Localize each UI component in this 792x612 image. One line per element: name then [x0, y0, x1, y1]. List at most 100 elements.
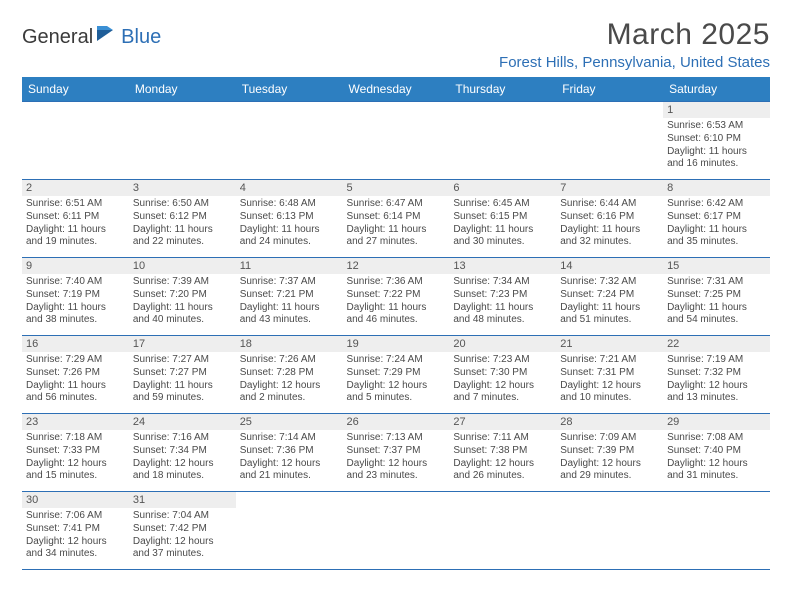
sunset-text: Sunset: 6:14 PM [347, 211, 446, 224]
flag-icon [97, 26, 119, 49]
daylight-text: Daylight: 12 hours and 7 minutes. [453, 380, 552, 406]
calendar-week-row: 23Sunrise: 7:18 AMSunset: 7:33 PMDayligh… [22, 414, 770, 492]
sunrise-text: Sunrise: 7:26 AM [240, 354, 339, 367]
sunrise-text: Sunrise: 7:39 AM [133, 276, 232, 289]
sunrise-text: Sunrise: 7:21 AM [560, 354, 659, 367]
daylight-text: Daylight: 11 hours and 38 minutes. [26, 302, 125, 328]
sunrise-text: Sunrise: 6:45 AM [453, 198, 552, 211]
day-number: 31 [129, 492, 236, 508]
day-number: 23 [22, 414, 129, 430]
calendar-day-cell [22, 102, 129, 180]
daylight-text: Daylight: 11 hours and 32 minutes. [560, 224, 659, 250]
daylight-text: Daylight: 12 hours and 26 minutes. [453, 458, 552, 484]
calendar-day-cell: 17Sunrise: 7:27 AMSunset: 7:27 PMDayligh… [129, 336, 236, 414]
day-number: 3 [129, 180, 236, 196]
sunrise-text: Sunrise: 7:13 AM [347, 432, 446, 445]
calendar-day-cell: 15Sunrise: 7:31 AMSunset: 7:25 PMDayligh… [663, 258, 770, 336]
sunrise-text: Sunrise: 7:04 AM [133, 510, 232, 523]
sunrise-text: Sunrise: 6:47 AM [347, 198, 446, 211]
calendar-day-cell: 3Sunrise: 6:50 AMSunset: 6:12 PMDaylight… [129, 180, 236, 258]
calendar-day-cell: 30Sunrise: 7:06 AMSunset: 7:41 PMDayligh… [22, 492, 129, 570]
sunset-text: Sunset: 7:23 PM [453, 289, 552, 302]
day-number: 19 [343, 336, 450, 352]
day-number: 6 [449, 180, 556, 196]
sunset-text: Sunset: 7:34 PM [133, 445, 232, 458]
day-number: 22 [663, 336, 770, 352]
sunset-text: Sunset: 7:19 PM [26, 289, 125, 302]
sunrise-text: Sunrise: 6:50 AM [133, 198, 232, 211]
daylight-text: Daylight: 11 hours and 27 minutes. [347, 224, 446, 250]
calendar-header-row: SundayMondayTuesdayWednesdayThursdayFrid… [22, 77, 770, 102]
sunset-text: Sunset: 7:26 PM [26, 367, 125, 380]
sunset-text: Sunset: 7:41 PM [26, 523, 125, 536]
calendar-day-cell: 12Sunrise: 7:36 AMSunset: 7:22 PMDayligh… [343, 258, 450, 336]
day-number: 24 [129, 414, 236, 430]
calendar-day-cell: 14Sunrise: 7:32 AMSunset: 7:24 PMDayligh… [556, 258, 663, 336]
sunset-text: Sunset: 7:32 PM [667, 367, 766, 380]
calendar-table: SundayMondayTuesdayWednesdayThursdayFrid… [22, 77, 770, 570]
sunset-text: Sunset: 7:29 PM [347, 367, 446, 380]
weekday-header: Thursday [449, 77, 556, 102]
calendar-day-cell [663, 492, 770, 570]
calendar-day-cell: 26Sunrise: 7:13 AMSunset: 7:37 PMDayligh… [343, 414, 450, 492]
sunset-text: Sunset: 6:16 PM [560, 211, 659, 224]
day-number: 5 [343, 180, 450, 196]
day-number: 29 [663, 414, 770, 430]
sunset-text: Sunset: 7:24 PM [560, 289, 659, 302]
daylight-text: Daylight: 11 hours and 30 minutes. [453, 224, 552, 250]
calendar-day-cell: 10Sunrise: 7:39 AMSunset: 7:20 PMDayligh… [129, 258, 236, 336]
daylight-text: Daylight: 12 hours and 10 minutes. [560, 380, 659, 406]
sunset-text: Sunset: 7:39 PM [560, 445, 659, 458]
day-number: 4 [236, 180, 343, 196]
daylight-text: Daylight: 11 hours and 35 minutes. [667, 224, 766, 250]
sunset-text: Sunset: 7:20 PM [133, 289, 232, 302]
calendar-week-row: 16Sunrise: 7:29 AMSunset: 7:26 PMDayligh… [22, 336, 770, 414]
sunset-text: Sunset: 7:40 PM [667, 445, 766, 458]
daylight-text: Daylight: 12 hours and 21 minutes. [240, 458, 339, 484]
sunset-text: Sunset: 7:36 PM [240, 445, 339, 458]
calendar-day-cell: 16Sunrise: 7:29 AMSunset: 7:26 PMDayligh… [22, 336, 129, 414]
title-block: March 2025 Forest Hills, Pennsylvania, U… [499, 18, 770, 71]
calendar-day-cell: 21Sunrise: 7:21 AMSunset: 7:31 PMDayligh… [556, 336, 663, 414]
daylight-text: Daylight: 12 hours and 23 minutes. [347, 458, 446, 484]
calendar-day-cell [343, 102, 450, 180]
logo-text-blue: Blue [121, 26, 161, 49]
sunset-text: Sunset: 7:27 PM [133, 367, 232, 380]
daylight-text: Daylight: 11 hours and 54 minutes. [667, 302, 766, 328]
weekday-header: Friday [556, 77, 663, 102]
daylight-text: Daylight: 11 hours and 46 minutes. [347, 302, 446, 328]
day-number: 14 [556, 258, 663, 274]
day-number: 27 [449, 414, 556, 430]
sunrise-text: Sunrise: 7:32 AM [560, 276, 659, 289]
calendar-day-cell: 18Sunrise: 7:26 AMSunset: 7:28 PMDayligh… [236, 336, 343, 414]
calendar-day-cell: 27Sunrise: 7:11 AMSunset: 7:38 PMDayligh… [449, 414, 556, 492]
calendar-day-cell: 29Sunrise: 7:08 AMSunset: 7:40 PMDayligh… [663, 414, 770, 492]
day-number: 15 [663, 258, 770, 274]
weekday-header: Monday [129, 77, 236, 102]
sunrise-text: Sunrise: 7:14 AM [240, 432, 339, 445]
day-number: 11 [236, 258, 343, 274]
sunset-text: Sunset: 7:31 PM [560, 367, 659, 380]
sunset-text: Sunset: 7:33 PM [26, 445, 125, 458]
sunrise-text: Sunrise: 7:16 AM [133, 432, 232, 445]
calendar-day-cell: 2Sunrise: 6:51 AMSunset: 6:11 PMDaylight… [22, 180, 129, 258]
page-header: General Blue March 2025 Forest Hills, Pe… [22, 18, 770, 71]
calendar-day-cell: 6Sunrise: 6:45 AMSunset: 6:15 PMDaylight… [449, 180, 556, 258]
sunrise-text: Sunrise: 7:40 AM [26, 276, 125, 289]
day-number: 30 [22, 492, 129, 508]
sunset-text: Sunset: 7:21 PM [240, 289, 339, 302]
day-number: 7 [556, 180, 663, 196]
daylight-text: Daylight: 12 hours and 15 minutes. [26, 458, 125, 484]
calendar-day-cell: 31Sunrise: 7:04 AMSunset: 7:42 PMDayligh… [129, 492, 236, 570]
sunset-text: Sunset: 7:30 PM [453, 367, 552, 380]
day-number: 13 [449, 258, 556, 274]
weekday-header: Wednesday [343, 77, 450, 102]
day-number: 16 [22, 336, 129, 352]
daylight-text: Daylight: 12 hours and 31 minutes. [667, 458, 766, 484]
calendar-day-cell: 9Sunrise: 7:40 AMSunset: 7:19 PMDaylight… [22, 258, 129, 336]
calendar-week-row: 1Sunrise: 6:53 AMSunset: 6:10 PMDaylight… [22, 102, 770, 180]
sunrise-text: Sunrise: 7:09 AM [560, 432, 659, 445]
daylight-text: Daylight: 11 hours and 56 minutes. [26, 380, 125, 406]
calendar-day-cell [129, 102, 236, 180]
sunrise-text: Sunrise: 7:27 AM [133, 354, 232, 367]
